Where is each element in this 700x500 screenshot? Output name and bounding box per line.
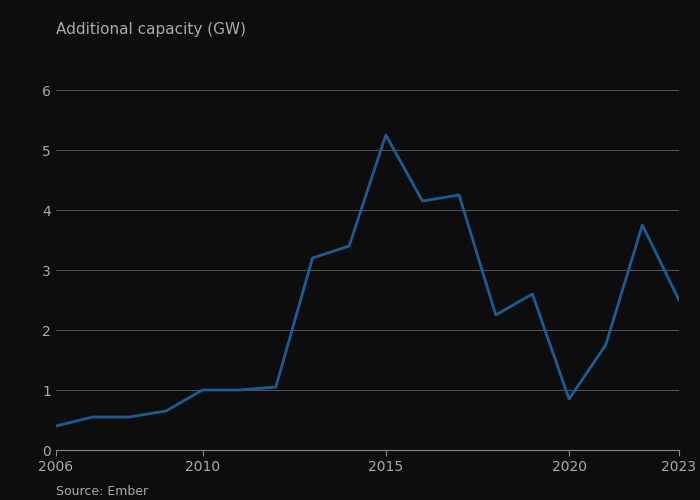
Text: Additional capacity (GW): Additional capacity (GW) [56,22,246,36]
Text: Source: Ember: Source: Ember [56,485,148,498]
